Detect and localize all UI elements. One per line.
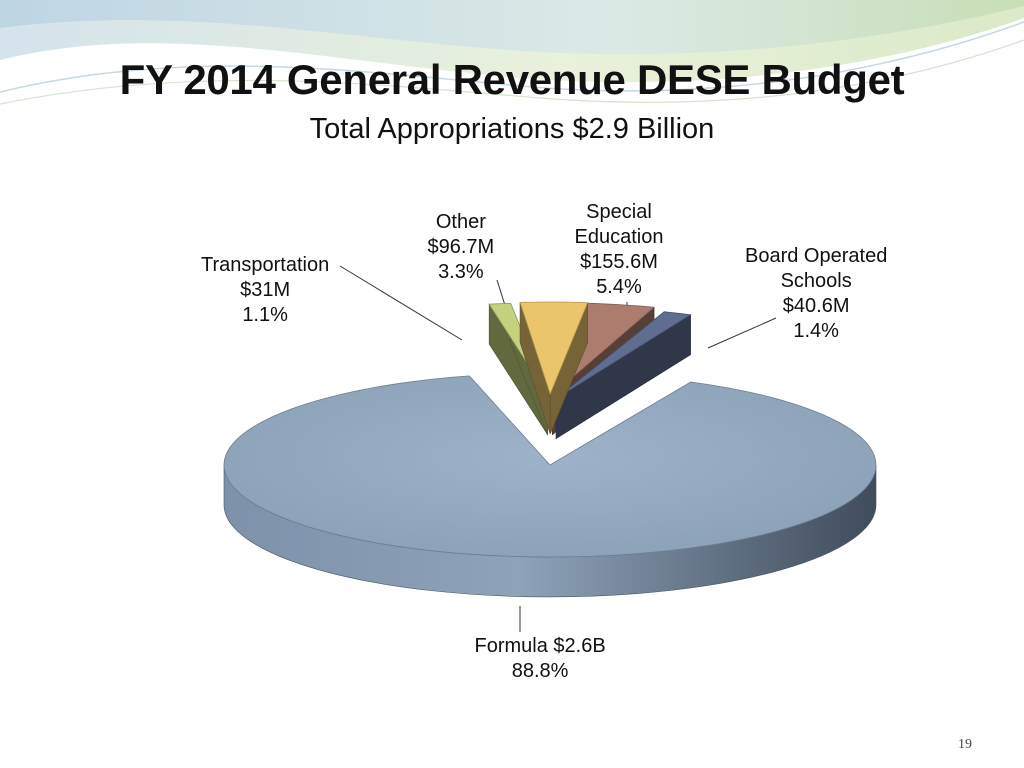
slices (223, 301, 877, 598)
slice-board-operated-schools (555, 311, 692, 440)
leader-line-transportation (339, 265, 463, 341)
slice-formula (223, 375, 877, 598)
slice-label-board-operated-schools: Board Operated Schools $40.6M 1.4% (745, 244, 887, 344)
slice-label-line: Special (586, 201, 652, 223)
slice-label-line: 3.3% (438, 261, 484, 283)
slice-label-line: 1.4% (793, 320, 839, 342)
slice-label-line: 1.1% (242, 304, 288, 326)
slice-label-line: Other (435, 211, 486, 233)
slice-label-line: $31M (240, 279, 291, 301)
slice-label-line: $40.6M (782, 295, 850, 317)
slide-subtitle: Total Appropriations $2.9 Billion (309, 113, 715, 145)
slice-label-line: $96.7M (427, 236, 495, 258)
slice-label-line: 5.4% (596, 276, 642, 298)
slice-label-transportation: Transportation $31M 1.1% (201, 253, 329, 328)
slice-label-line: Formula $2.6B (474, 635, 606, 657)
slice-label-other: Other $96.7M 3.3% (428, 210, 495, 285)
slice-label-special-education: Special Education $155.6M 5.4% (575, 200, 664, 300)
slice-other (519, 301, 589, 435)
page-number: 19 (958, 737, 972, 752)
slice-label-formula: Formula $2.6B 88.8% (475, 634, 606, 684)
leader-line-board-operated-schools (707, 317, 777, 349)
slice-label-line: Education (574, 226, 664, 248)
slice-label-line: Schools (780, 270, 852, 292)
slice-label-line: 88.8% (511, 660, 569, 682)
slice-label-line: $155.6M (580, 251, 658, 273)
slice-label-line: Board Operated (745, 245, 888, 267)
slice-label-line: Transportation (201, 254, 330, 276)
slide-title: FY 2014 General Revenue DESE Budget (119, 56, 905, 103)
